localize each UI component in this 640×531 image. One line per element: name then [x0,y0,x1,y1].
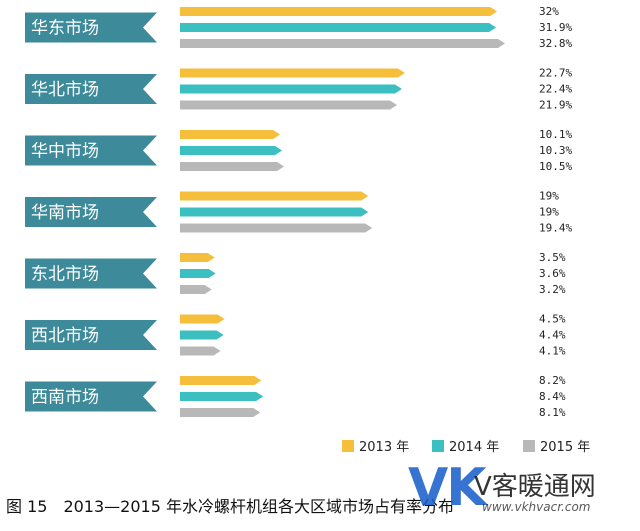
bar [180,376,262,385]
category-label-ribbon [25,197,157,227]
data-label: 22.7% [539,67,572,80]
bar [180,330,224,340]
bar [180,253,215,262]
data-label: 19% [539,190,559,203]
data-label: 4.1% [539,345,566,358]
legend-swatch [342,440,354,452]
bar [180,39,505,48]
figure-caption: 图 15 2013—2015 年水冷螺杆机组各大区域市场占有率分布 [6,497,454,516]
bar [180,314,225,324]
data-label: 3.2% [539,283,566,296]
data-label: 8.2% [539,374,566,387]
data-label: 19% [539,206,559,219]
data-label: 3.6% [539,267,566,280]
category-label: 华南市场 [31,203,99,223]
bar [180,285,212,294]
data-label: 4.4% [539,329,566,342]
data-label: 19.4% [539,222,572,235]
bar [180,191,369,201]
data-label: 8.4% [539,390,566,403]
bar [180,162,285,171]
category-label-ribbon [25,258,157,289]
legend-swatch [523,440,535,452]
bar [180,7,498,16]
category-label: 西南市场 [31,388,99,408]
bar [180,223,373,233]
data-label: 31.9% [539,21,572,34]
bar [180,346,221,356]
category-label: 西北市场 [31,326,99,346]
data-label: 21.9% [539,99,572,112]
category-label: 华北市场 [31,80,99,100]
bar [180,130,281,139]
legend-swatch [432,440,444,452]
category-label-ribbon [25,74,157,104]
data-label: 32% [539,5,559,18]
category-label: 华中市场 [31,142,99,162]
data-label: 10.3% [539,144,572,157]
category-label: 东北市场 [31,265,99,285]
category-label-ribbon [25,381,157,412]
bar [180,84,402,94]
bar [180,207,369,217]
category-label-ribbon [25,12,157,43]
category-label-ribbon [25,135,157,166]
data-label: 8.1% [539,406,566,419]
data-label: 22.4% [539,83,572,96]
bar [180,100,397,110]
bar [180,269,216,278]
bar [180,408,261,417]
data-label: 32.8% [539,37,572,50]
data-label: 10.5% [539,160,572,173]
data-label: 10.1% [539,128,572,141]
category-label: 华东市场 [31,19,99,39]
legend-label: 2013 年 [359,440,409,455]
data-label: 4.5% [539,313,566,326]
data-label: 3.5% [539,251,566,264]
category-label-ribbon [25,320,157,350]
bar [180,23,497,32]
bar [180,146,283,155]
bar [180,392,264,401]
bar [180,68,405,78]
legend-label: 2015 年 [540,440,590,455]
legend-label: 2014 年 [449,440,499,455]
